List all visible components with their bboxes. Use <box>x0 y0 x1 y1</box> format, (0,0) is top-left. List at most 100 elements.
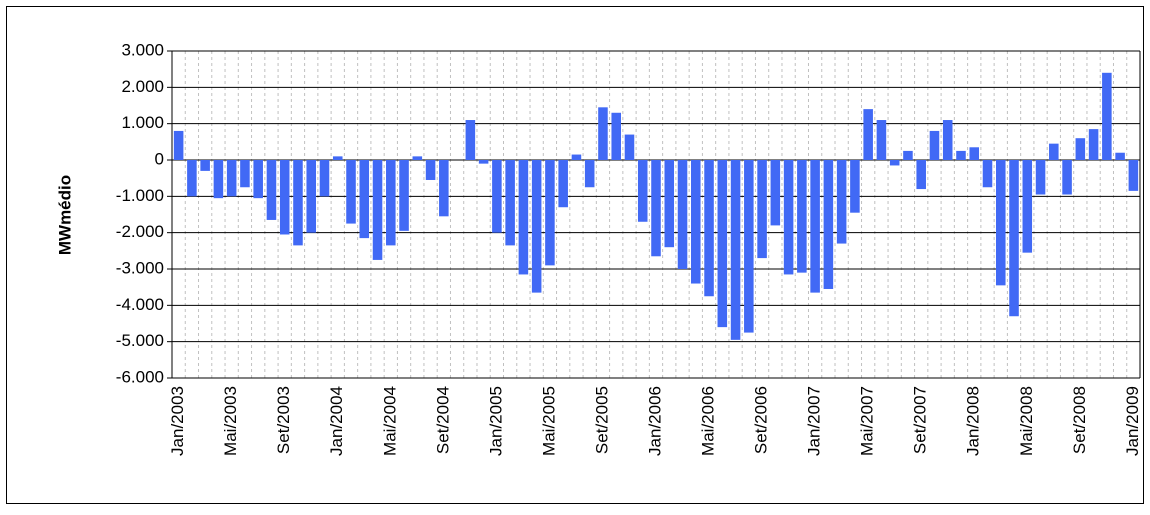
bar <box>319 160 330 197</box>
x-tick-label: Jan/2006 <box>645 386 664 456</box>
bar <box>332 156 343 160</box>
bar <box>465 120 476 160</box>
bar <box>306 160 317 233</box>
bar <box>744 160 754 333</box>
x-tick-label: Jan/2004 <box>327 386 346 456</box>
bar <box>598 107 608 160</box>
bar <box>372 160 383 260</box>
bar <box>823 160 834 289</box>
bar <box>651 160 661 257</box>
bar <box>293 160 303 246</box>
bar <box>399 160 409 231</box>
x-tick-label: Jan/2008 <box>964 386 983 456</box>
bar <box>1009 160 1019 317</box>
bar <box>1075 138 1086 160</box>
bar <box>531 160 542 293</box>
x-tick-label: Jan/2007 <box>805 386 824 456</box>
bar <box>571 154 582 160</box>
bar <box>200 160 210 171</box>
x-tick-label: Set/2005 <box>592 386 611 454</box>
bar <box>1035 160 1046 195</box>
bar <box>956 150 966 160</box>
y-tick-label: 2.000 <box>121 77 164 96</box>
bar <box>439 160 449 217</box>
bar <box>664 160 675 248</box>
x-tick-label: Set/2006 <box>752 386 771 454</box>
y-tick-label: -6.000 <box>116 367 164 386</box>
bar <box>545 160 555 266</box>
bar <box>704 160 714 297</box>
bar <box>637 160 648 222</box>
y-tick-label: 1.000 <box>121 113 164 132</box>
bar <box>757 160 767 259</box>
bar <box>240 160 250 188</box>
bar <box>850 160 860 213</box>
y-tick-label: -5.000 <box>116 331 164 350</box>
y-tick-label: -1.000 <box>116 186 164 205</box>
bar <box>916 160 926 190</box>
bar <box>876 120 887 160</box>
bar <box>346 160 356 224</box>
bar <box>1022 160 1033 253</box>
bar <box>730 160 741 340</box>
x-tick-label: Mai/2005 <box>539 386 558 456</box>
y-tick-label: 0 <box>155 149 164 168</box>
bar <box>810 160 820 293</box>
y-axis-label: MWmédio <box>55 175 74 255</box>
bar <box>187 160 197 197</box>
x-tick-label: Mai/2004 <box>380 386 399 456</box>
bar <box>969 147 980 160</box>
bar <box>558 160 568 208</box>
bar <box>386 160 396 246</box>
bar <box>518 160 529 275</box>
bar <box>691 160 701 284</box>
x-tick-label: Mai/2008 <box>1017 386 1036 456</box>
x-tick-label: Jan/2009 <box>1123 386 1142 456</box>
x-tick-label: Mai/2006 <box>699 386 718 456</box>
bar <box>584 160 595 188</box>
bar <box>677 160 688 269</box>
bar <box>783 160 794 275</box>
x-tick-label: Set/2004 <box>433 386 452 454</box>
bar <box>425 160 436 180</box>
bar <box>1049 143 1059 160</box>
bar <box>889 160 900 166</box>
y-tick-label: -4.000 <box>116 295 164 314</box>
x-tick-label: Jan/2003 <box>168 386 187 456</box>
bar <box>226 160 237 197</box>
x-tick-label: Set/2008 <box>1070 386 1089 454</box>
x-tick-label: Jan/2005 <box>486 386 505 456</box>
bar <box>836 160 847 244</box>
x-tick-label: Mai/2007 <box>858 386 877 456</box>
bar <box>995 160 1006 286</box>
x-tick-label: Set/2007 <box>911 386 930 454</box>
bar <box>1102 72 1112 160</box>
bar <box>929 130 940 160</box>
bar <box>266 160 277 220</box>
bar <box>492 160 502 233</box>
bar <box>1128 160 1139 191</box>
bar <box>770 160 781 226</box>
bar <box>624 134 635 160</box>
bar <box>903 150 913 160</box>
bar <box>412 156 423 160</box>
y-tick-label: 3.000 <box>121 40 164 59</box>
bar <box>253 160 263 199</box>
x-tick-label: Mai/2003 <box>221 386 240 456</box>
bar <box>1115 152 1125 160</box>
bar <box>213 160 224 199</box>
y-tick-label: -2.000 <box>116 222 164 241</box>
bar <box>505 160 515 246</box>
bar <box>982 160 993 188</box>
bar <box>717 160 728 328</box>
bar <box>611 112 621 160</box>
bar <box>359 160 370 239</box>
bar <box>863 109 873 160</box>
bar <box>279 160 290 235</box>
x-tick-label: Set/2003 <box>274 386 293 454</box>
y-tick-label: -3.000 <box>116 258 164 277</box>
bar <box>797 160 807 273</box>
bar <box>478 160 489 164</box>
bar <box>1062 160 1072 195</box>
